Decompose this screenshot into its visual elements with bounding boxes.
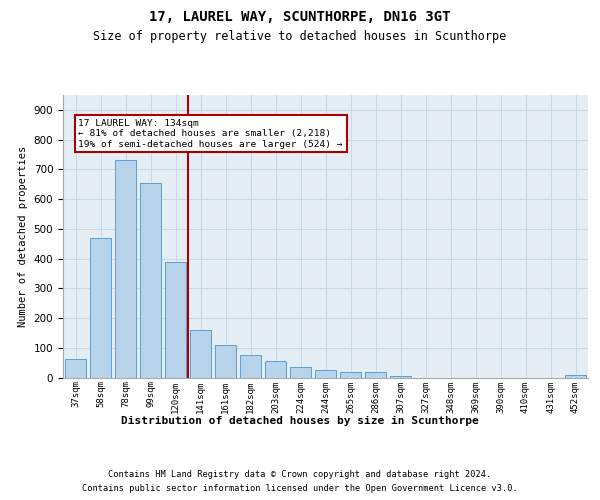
Bar [115,160,136,378]
Text: 17 LAUREL WAY: 134sqm
← 81% of detached houses are smaller (2,218)
19% of semi-d: 17 LAUREL WAY: 134sqm ← 81% of detached … [79,119,343,148]
Text: Contains public sector information licensed under the Open Government Licence v3: Contains public sector information licen… [82,484,518,493]
Bar [240,355,261,378]
Bar [565,376,586,378]
Bar [90,238,111,378]
Bar [165,262,186,378]
Text: Distribution of detached houses by size in Scunthorpe: Distribution of detached houses by size … [121,416,479,426]
Bar [365,372,386,378]
Text: 17, LAUREL WAY, SCUNTHORPE, DN16 3GT: 17, LAUREL WAY, SCUNTHORPE, DN16 3GT [149,10,451,24]
Y-axis label: Number of detached properties: Number of detached properties [18,146,28,327]
Bar [290,367,311,378]
Bar [315,370,336,378]
Bar [140,182,161,378]
Text: Size of property relative to detached houses in Scunthorpe: Size of property relative to detached ho… [94,30,506,43]
Bar [340,372,361,378]
Text: Contains HM Land Registry data © Crown copyright and database right 2024.: Contains HM Land Registry data © Crown c… [109,470,491,479]
Bar [65,359,86,378]
Bar [390,376,411,378]
Bar [190,330,211,378]
Bar [265,361,286,378]
Bar [215,345,236,378]
